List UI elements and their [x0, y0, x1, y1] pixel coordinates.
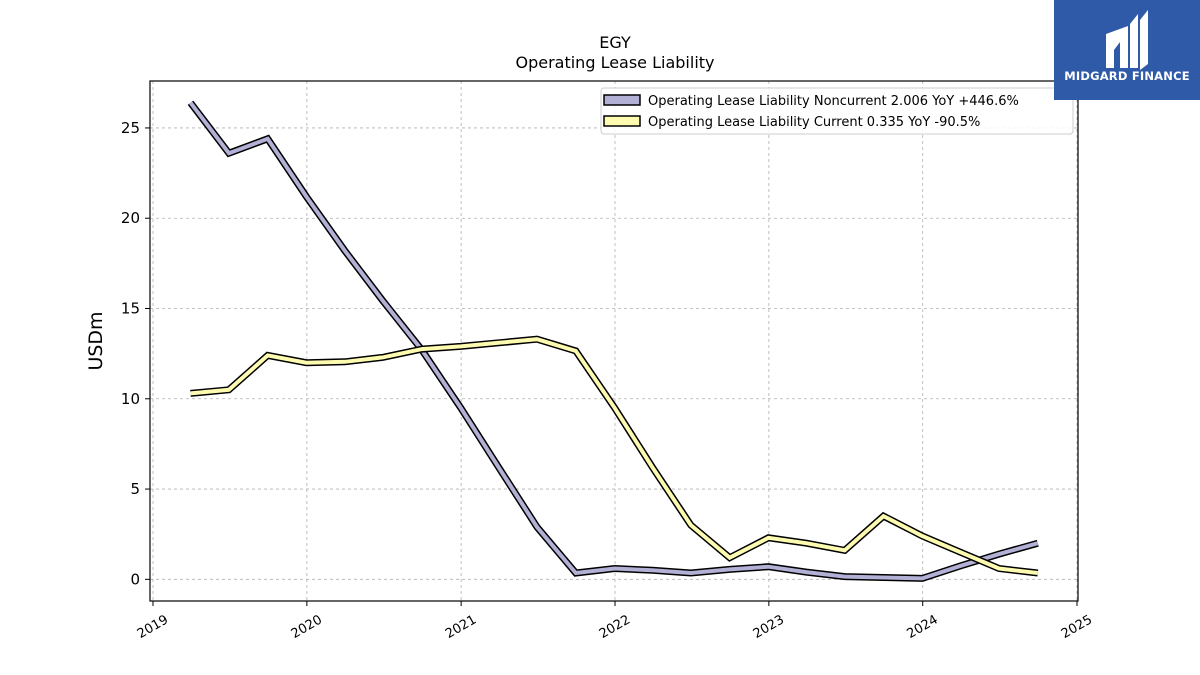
y-tick-label: 25: [121, 119, 140, 137]
x-tick-label: 2019: [135, 612, 171, 642]
legend-swatch-noncurrent: [603, 94, 641, 106]
y-tick-label: 20: [121, 209, 140, 227]
y-tick-label: 10: [121, 390, 140, 408]
chart-title: EGY: [599, 33, 631, 52]
series-outline-1: [190, 335, 1039, 577]
x-tick-label: 2024: [905, 612, 941, 642]
legend-frame: [600, 87, 1074, 135]
logo-text: MIDGARD FINANCE: [1064, 69, 1190, 83]
x-tick-label: 2020: [289, 612, 325, 642]
series-outline-0: [187, 100, 1039, 582]
y-tick-label: 0: [130, 570, 140, 588]
y-axis-label: USDm: [85, 311, 107, 370]
chart-subtitle: Operating Lease Liability: [515, 53, 714, 72]
y-tick-label: 15: [121, 300, 140, 318]
legend-swatch-current: [603, 115, 641, 127]
legend: Operating Lease Liability Noncurrent 2.0…: [600, 87, 1074, 135]
series-line-1: [190, 337, 1039, 575]
y-tick-label: 5: [130, 480, 140, 498]
logo-mark-icon: [1106, 10, 1148, 70]
x-tick-label: 2022: [597, 612, 633, 642]
series-layer: [187, 100, 1039, 582]
series-line-0: [188, 101, 1039, 581]
x-tick-label: 2021: [443, 612, 479, 642]
grid: [150, 81, 1078, 601]
legend-label-noncurrent: Operating Lease Liability Noncurrent 2.0…: [648, 94, 1019, 109]
x-tick-label: 2025: [1059, 612, 1095, 642]
midgard-finance-logo: MIDGARD FINANCE: [1054, 0, 1200, 100]
legend-label-current: Operating Lease Liability Current 0.335 …: [648, 115, 980, 130]
x-tick-label: 2023: [751, 612, 787, 642]
plot-frame: [149, 80, 1079, 602]
